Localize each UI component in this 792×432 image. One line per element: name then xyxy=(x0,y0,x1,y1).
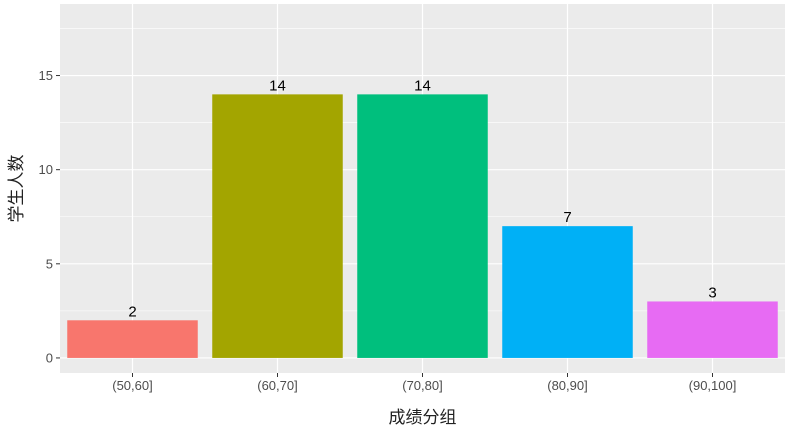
x-tick-label: (60,70] xyxy=(257,378,297,393)
bar xyxy=(212,94,343,358)
data-label: 2 xyxy=(128,303,136,320)
data-label: 14 xyxy=(414,77,431,94)
x-axis-title: 成绩分组 xyxy=(389,408,457,428)
y-axis-title: 学生人数 xyxy=(7,155,27,223)
bar xyxy=(502,226,633,358)
y-axis: 0 5 10 15 xyxy=(39,68,60,365)
data-labels: 2 14 14 7 3 xyxy=(128,77,716,320)
y-tick-label: 10 xyxy=(39,162,53,177)
x-axis: (50,60] (60,70] (70,80] (80,90] (90,100] xyxy=(112,373,736,393)
bars xyxy=(67,94,778,358)
bar xyxy=(647,301,778,358)
bar xyxy=(357,94,488,358)
y-tick-label: 0 xyxy=(46,350,53,365)
data-label: 14 xyxy=(269,77,286,94)
x-tick-label: (90,100] xyxy=(689,378,737,393)
data-label: 3 xyxy=(708,284,716,301)
y-tick-label: 5 xyxy=(46,256,53,271)
y-tick-label: 15 xyxy=(39,68,53,83)
x-tick-label: (80,90] xyxy=(547,378,587,393)
data-label: 7 xyxy=(563,209,571,226)
x-tick-label: (50,60] xyxy=(112,378,152,393)
bar xyxy=(67,320,198,358)
x-tick-label: (70,80] xyxy=(402,378,442,393)
